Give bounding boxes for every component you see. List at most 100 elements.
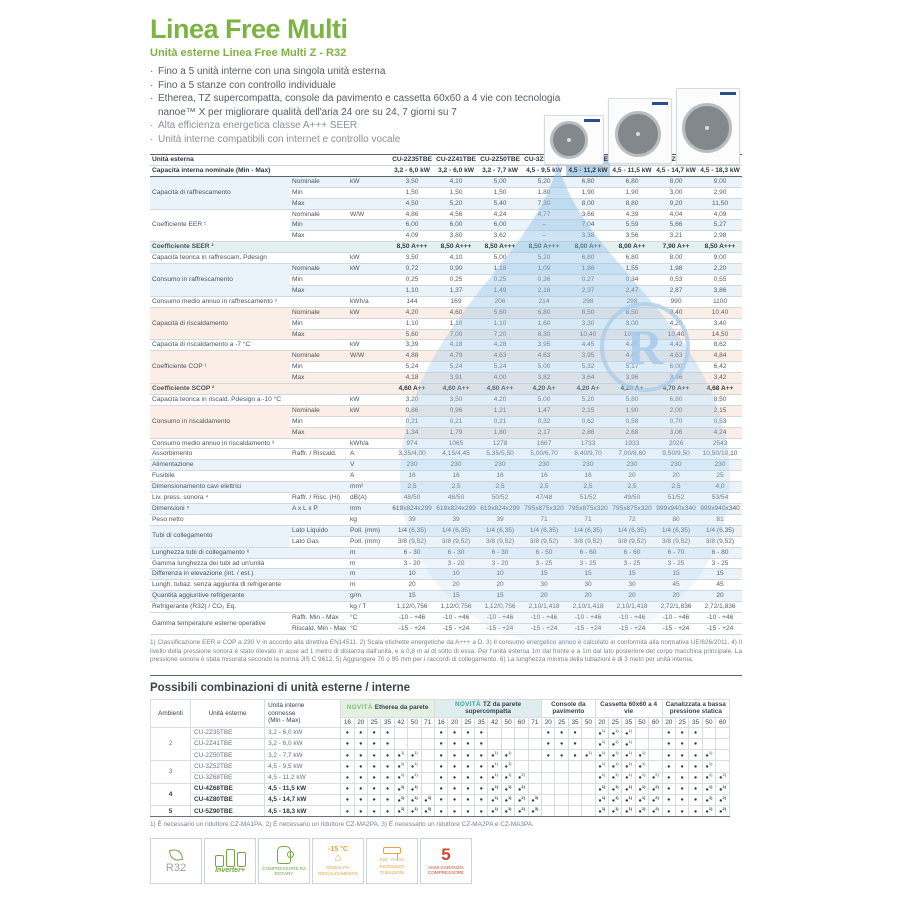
spec-sublabel-cell: Nominale [290,176,348,188]
spec-value-cell: 4,24 [698,427,743,439]
combo-mark-cell [407,726,422,740]
combo-mark-cell: ●1) [701,782,717,796]
spec-row: Consumo in riscaldamento Nominale kW 0,86 0,… [150,405,743,439]
compatibility-dot: ● [667,730,671,737]
size-header-cell: 25 [554,716,569,728]
combo-mark-cell: ● [366,760,382,773]
combo-mark-cell: ● [340,726,355,740]
compatibility-dot: ●1) [611,739,619,748]
spec-value-cell: 3 - 20 [478,558,523,570]
spec-unit-cell [348,372,391,385]
spec-sublabel-cell: Nominale [290,263,348,275]
compatibility-dot: ●1) [504,806,512,816]
spec-value-cell: 795x875x320 [522,503,567,515]
spec-value-cell: 1,86 [566,263,611,275]
combo-mark-cell: ● [688,726,703,740]
combo-mark-cell: ● [447,738,462,751]
spec-value-cell: 20 [610,470,655,483]
spec-value-cell: 15 [478,590,523,603]
spec-value-cell: – [522,230,567,243]
spec-value-cell: 230 [654,459,699,472]
compatibility-dot: ●1) [625,750,633,760]
combo-mark-cell [420,738,435,751]
spec-value-cell: 2,15 [566,405,611,417]
combo-mark-cell: ● [353,749,368,762]
house-icon: ⌂ [334,852,342,865]
spec-value-cell: 8,00 [654,252,699,265]
compatibility-dot: ● [559,752,564,759]
spec-label-cell: Capacità di raffrescamento [150,176,290,210]
combo-mark-cell [541,805,556,818]
spec-value-cell: 144 [390,296,435,308]
compatibility-dot: ●1) [410,806,418,816]
spec-unit-cell [348,230,391,243]
compressor-icon: COMPRESSORE R2 ROTARY [258,838,310,885]
spec-value-cell: 2,98 [698,230,743,243]
compatibility-dot: ● [439,808,443,815]
combo-mark-cell [514,726,529,740]
combo-mark-cell [715,738,730,751]
spec-row: Coefficiente SEER ² 8,50 A+++ 8,50 A+++ 8,5… [150,241,743,254]
spec-label-cell: Coefficiente COP ¹ [150,350,290,385]
combo-mark-cell: ●1) [393,771,409,784]
compatibility-dot: ●1) [504,783,512,793]
compatibility-dot: ● [680,797,684,804]
panasonic-logo [652,102,668,105]
spec-unit-cell: W/W [348,209,391,221]
compatibility-dot: ●1) [598,750,606,760]
combo-mark-cell [420,726,435,740]
compatibility-dot: ● [466,741,470,748]
spec-value-cell: 1,90 [610,187,655,199]
spec-value-cell: 4,20 A+ [566,383,611,395]
spec-value-cell: 8,50 A+++ [434,241,479,254]
combo-mark-cell: ●1) [594,738,610,751]
compatibility-dot: ● [466,775,470,782]
compatibility-dot: ●1) [410,795,418,804]
combo-mark-cell: ●1) [500,793,516,807]
spec-value-cell: 16 [434,470,479,483]
combo-mark-cell: ● [661,760,677,773]
spec-value-cell: 51/52 [654,492,699,504]
combo-mark-cell: ● [340,793,355,807]
combo-mark-cell: ● [567,726,583,740]
size-header-cell: 35 [567,716,583,728]
spec-value-cell: 5,27 [698,219,743,232]
spec-value-cell: 230 [698,459,743,472]
compatibility-dot: ● [573,752,577,759]
spec-unit-cell: g/m [348,590,391,603]
combo-mark-cell: ● [474,805,489,818]
compatibility-dot: ● [573,730,577,737]
compatibility-dot: ● [345,763,350,770]
spec-label-cell: Capacità di riscaldamento a -7 °C [150,339,348,352]
compatibility-dot: ● [479,786,483,793]
capacity-header-cell: 4,5 - 9,5 kW [522,165,567,177]
compatibility-dot: ● [345,808,350,815]
spec-unit-cell [348,187,391,199]
spec-label-cell: Lungh. tubaz. senza aggiunta di refriger… [150,579,348,592]
feature-bullet: Alta efficienza energetica classe A+++ S… [150,119,570,133]
spec-value-cell: 4,10 [434,176,479,188]
spec-unit-cell [348,361,391,374]
spec-value-cell: 5,00 [522,361,567,374]
spec-value-cell: -10 - +46 [654,612,699,624]
combo-mark-cell: ● [541,726,556,740]
combo-range-cell: 4,5 - 11,2 kW [264,771,342,784]
spec-value-cell: 4,47 [610,350,655,363]
combo-mark-cell [420,749,435,762]
compatibility-dot: ● [452,775,457,782]
combo-mark-cell: ● [661,749,677,762]
combo-mark-cell: ● [460,782,476,796]
spec-value-cell: 2,87 [654,285,699,297]
spec-sublabel-cell: Raffr. Min - Max [290,612,348,624]
spec-value-cell: -15 - +24 [434,623,479,635]
spec-value-cell: 8,00 [654,176,699,188]
combo-group-header: NOVITÀ Etherea da parete [340,698,435,718]
spec-label-cell: Liv. press. sonora ⁴ [150,492,290,504]
compatibility-dot: ● [693,797,698,804]
spec-label-cell: Quantità aggiuntive refrigerante [150,590,348,603]
spec-value-cell: 1,10 [390,318,435,330]
compatibility-dot: ●2) [518,783,525,793]
compatibility-dot: ● [479,741,483,748]
compatibility-dot: ● [479,752,483,759]
spec-value-cell: 5,20 [566,394,611,406]
